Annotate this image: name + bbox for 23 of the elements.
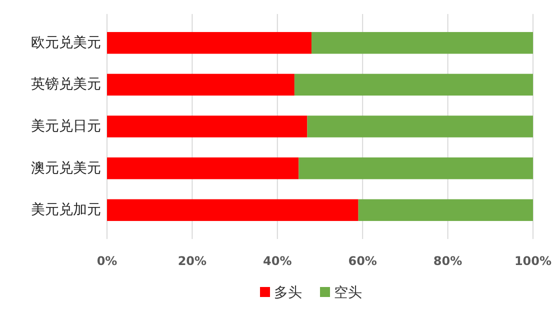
- bar: [311, 32, 533, 54]
- legend-label: 空头: [334, 285, 362, 301]
- bar: [107, 32, 312, 54]
- x-tick-label: 80%: [433, 254, 462, 268]
- y-tick-label: 美元兑日元: [31, 118, 101, 134]
- y-tick-label: 美元兑加元: [31, 202, 101, 218]
- legend-label: 多头: [274, 285, 302, 301]
- x-tick-label: 0%: [96, 254, 118, 268]
- x-tick-label: 60%: [348, 254, 377, 268]
- bar: [107, 157, 299, 180]
- y-tick-label: 英镑兑美元: [31, 76, 101, 93]
- bar: [307, 116, 533, 138]
- bar: [358, 199, 533, 221]
- y-tick-label: 欧元兑美元: [31, 34, 101, 51]
- bar: [107, 116, 308, 138]
- bar: [298, 157, 533, 180]
- x-tick-label: 20%: [178, 254, 207, 268]
- x-tick-label: 100%: [514, 254, 552, 268]
- bar: [107, 74, 294, 96]
- bar: [294, 74, 533, 96]
- x-tick-label: 40%: [263, 254, 292, 268]
- bar: [107, 199, 358, 221]
- y-tick-label: 澳元兑美元: [31, 160, 101, 176]
